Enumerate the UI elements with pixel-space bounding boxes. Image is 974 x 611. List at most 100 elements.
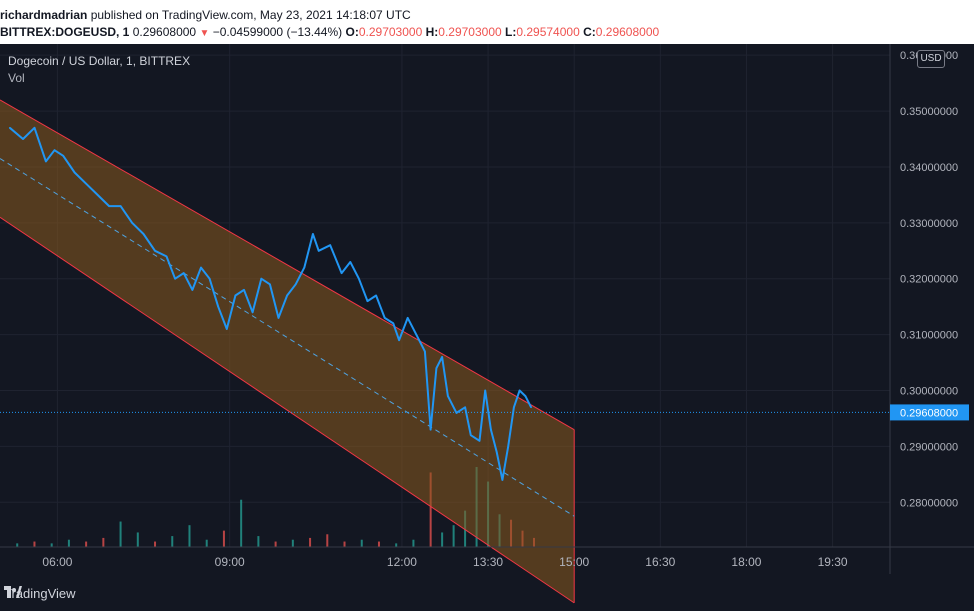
volume-bar	[441, 532, 444, 547]
price-point	[507, 445, 509, 448]
x-tick-label: 15:00	[559, 555, 589, 569]
price-point	[251, 311, 254, 314]
x-tick-label: 06:00	[42, 555, 72, 569]
price-point	[429, 428, 432, 431]
ohlc-line: BITTREX:DOGEUSD, 1 0.29608000 ▼ −0.04599…	[0, 25, 659, 39]
last-price-badge	[890, 404, 969, 421]
y-tick-label: 0.31000000	[900, 330, 958, 342]
price-point	[501, 479, 504, 481]
volume-bar	[412, 539, 415, 547]
volume-bar	[154, 541, 157, 547]
price-point	[62, 154, 64, 157]
x-tick-label: 13:30	[473, 555, 503, 569]
volume-bar	[326, 534, 329, 547]
x-tick-label: 18:00	[731, 555, 761, 569]
price-point	[286, 294, 288, 297]
price-point	[312, 233, 314, 235]
price-point	[329, 244, 331, 246]
y-tick-label: 0.33000000	[900, 218, 958, 230]
price-point	[447, 395, 449, 397]
volume-bar	[119, 521, 122, 547]
price-point	[33, 127, 36, 129]
open-value: 0.29703000	[358, 25, 423, 39]
y-tick-label: 0.32000000	[900, 274, 958, 286]
price-point	[524, 395, 527, 397]
price-point	[530, 406, 532, 409]
price-point	[495, 451, 498, 453]
close-label: C:	[583, 25, 596, 39]
volume-bar	[102, 537, 105, 547]
price-point	[484, 389, 486, 392]
high-label: H:	[425, 25, 439, 39]
price-point	[8, 127, 11, 129]
volume-bar	[188, 525, 191, 547]
price-point	[53, 149, 56, 151]
price-point	[424, 350, 426, 353]
brand-watermark[interactable]: TradingView	[4, 586, 76, 601]
publisher-username[interactable]: richardmadrian	[0, 8, 88, 22]
x-tick-label: 09:00	[215, 555, 245, 569]
volume-bar	[205, 539, 208, 547]
y-tick-label: 0.29000000	[900, 441, 958, 453]
volume-bar	[50, 543, 53, 547]
price-point	[340, 272, 343, 274]
price-point	[490, 428, 492, 431]
price-point	[85, 182, 87, 185]
price-point	[234, 294, 237, 297]
y-tick-label: 0.34000000	[900, 162, 958, 174]
price-point	[208, 277, 211, 280]
price-point	[73, 171, 76, 174]
price-point	[217, 305, 219, 308]
price-point	[398, 339, 400, 342]
volume-bar	[136, 532, 139, 547]
price-point	[366, 300, 369, 302]
publisher-line: richardmadrian published on TradingView.…	[0, 8, 411, 22]
volume-bar	[395, 543, 398, 547]
price-point	[383, 317, 386, 319]
volume-bar	[309, 537, 312, 547]
currency-button[interactable]: USD	[917, 50, 945, 68]
volume-bar	[67, 539, 70, 547]
price-point	[415, 333, 418, 336]
legend-volume: Vol	[8, 71, 25, 85]
legend-title: Dogecoin / US Dollar, 1, BITTREX	[8, 54, 191, 68]
volume-bar	[33, 541, 36, 547]
volume-bar	[360, 539, 363, 547]
chart-legend: Dogecoin / US Dollar, 1, BITTREX Vol	[8, 54, 190, 85]
price-point	[165, 255, 168, 258]
price-point	[392, 322, 395, 325]
price-point	[108, 205, 110, 207]
price-point	[182, 272, 185, 274]
price-point	[303, 266, 306, 269]
price-point	[518, 389, 521, 392]
price-point	[22, 138, 24, 140]
brand-name: TradingView	[4, 586, 76, 601]
channel-lower-line	[0, 216, 575, 604]
volume-bar	[16, 543, 19, 547]
y-tick-label: 0.28000000	[900, 497, 958, 509]
open-label: O:	[345, 25, 359, 39]
price-point	[131, 222, 133, 224]
volume-bar	[343, 541, 346, 547]
tradingview-logo-icon	[4, 586, 22, 598]
volume-bar	[171, 536, 174, 547]
price-point	[142, 233, 145, 235]
chart-area[interactable]: 0.28000000 0.29000000 0.30000000 0.31000000…	[0, 44, 974, 611]
y-tick-label: 0.35000000	[900, 106, 958, 118]
price-point	[96, 194, 99, 196]
price-point	[441, 356, 443, 358]
price-point	[45, 160, 47, 163]
x-tick-label: 19:30	[818, 555, 848, 569]
price-point	[375, 294, 377, 297]
volume-bar	[429, 472, 432, 547]
price-point	[277, 317, 280, 319]
price-point	[294, 283, 297, 286]
last-price: 0.29608000	[132, 25, 197, 39]
high-value: 0.29703000	[438, 25, 502, 39]
volume-bar	[240, 499, 243, 547]
volume-bar	[452, 525, 455, 547]
price-point	[470, 434, 472, 437]
volume-bar	[274, 541, 277, 547]
volume-bar	[291, 539, 294, 547]
price-chart[interactable]: 0.28000000 0.29000000 0.30000000 0.31000000…	[0, 44, 974, 611]
